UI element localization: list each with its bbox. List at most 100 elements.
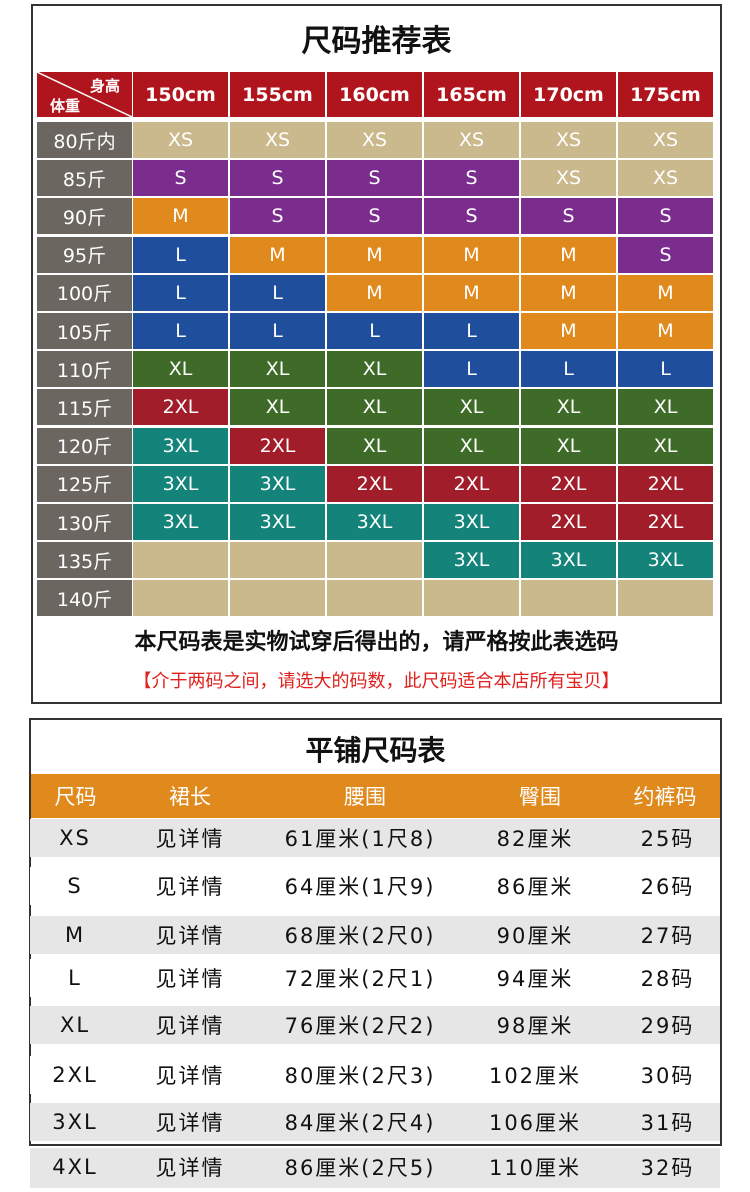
size-cell: XL xyxy=(424,389,519,426)
size-cell: XL xyxy=(424,427,519,464)
size-cell: 3XL xyxy=(133,465,228,502)
size-cell xyxy=(424,580,519,617)
flat-cell: 28码 xyxy=(640,967,695,991)
flat-cell: XS xyxy=(59,826,91,850)
size-cell: 2XL xyxy=(618,504,713,540)
weight-cell: 110斤 xyxy=(37,351,132,388)
size-cell: XS xyxy=(133,122,228,158)
weight-cell: 135斤 xyxy=(37,542,132,579)
flat-row-bg xyxy=(30,1148,720,1188)
size-cell: L xyxy=(133,236,228,273)
size-cell: L xyxy=(521,351,616,388)
flat-row-bg xyxy=(30,916,720,954)
size-cell: 2XL xyxy=(521,465,616,502)
size-cell xyxy=(327,580,422,617)
size-cell: S xyxy=(521,198,616,235)
weight-cell: 140斤 xyxy=(37,580,132,617)
size-cell: S xyxy=(327,198,422,235)
size-cell: M xyxy=(618,274,713,311)
size-cell: XL xyxy=(327,351,422,388)
flat-cell: 26码 xyxy=(640,875,695,899)
flat-row-bg xyxy=(30,819,720,857)
height-header: 160cm xyxy=(327,72,422,117)
size-cell: L xyxy=(230,313,325,349)
size-cell: L xyxy=(133,274,228,311)
flat-row-bg xyxy=(30,867,720,905)
flat-cell: 94厘米 xyxy=(496,967,574,991)
flat-row-bg xyxy=(30,1006,720,1044)
flat-cell: 30码 xyxy=(640,1064,695,1088)
flat-cell: 31码 xyxy=(640,1111,695,1135)
size-cell: M xyxy=(230,236,325,273)
flat-cell: 106厘米 xyxy=(488,1111,582,1135)
height-label: 身高 xyxy=(89,76,120,95)
flat-cell: 84厘米(2尺4) xyxy=(284,1111,436,1135)
size-cell: XS xyxy=(424,122,519,158)
weight-cell: 90斤 xyxy=(37,198,132,235)
flat-header: 裙长 xyxy=(120,774,260,818)
flat-cell: 82厘米 xyxy=(496,827,574,851)
weight-cell: 120斤 xyxy=(37,427,132,464)
weight-cell: 105斤 xyxy=(37,313,132,349)
size-cell xyxy=(521,580,616,617)
size-cell: 2XL xyxy=(230,427,325,464)
flat-cell: 见详情 xyxy=(155,924,225,948)
size-cell: 2XL xyxy=(424,465,519,502)
size-cell: M xyxy=(521,274,616,311)
size-cell: M xyxy=(424,274,519,311)
flat-cell: 90厘米 xyxy=(496,924,574,948)
size-cell: XL xyxy=(327,389,422,426)
size-cell xyxy=(133,580,228,617)
size-cell: 3XL xyxy=(424,542,519,579)
size-cell: XS xyxy=(327,122,422,158)
size-cell xyxy=(618,580,713,617)
size-cell: M xyxy=(521,236,616,273)
flat-header: 尺码 xyxy=(31,774,120,818)
size-cell: XL xyxy=(521,427,616,464)
size-cell: 2XL xyxy=(327,465,422,502)
flat-cell: 64厘米(1尺9) xyxy=(284,875,436,899)
size-cell: L xyxy=(133,313,228,349)
size-cell: 2XL xyxy=(618,465,713,502)
size-cell: XS xyxy=(618,160,713,197)
size-cell: L xyxy=(618,351,713,388)
weight-cell: 125斤 xyxy=(37,465,132,502)
flat-cell: XL xyxy=(59,1013,91,1037)
flat-cell: 86厘米(2尺5) xyxy=(284,1156,436,1180)
height-header: 165cm xyxy=(424,72,519,117)
weight-cell: 85斤 xyxy=(37,160,132,197)
size-cell: S xyxy=(424,160,519,197)
flat-cell: 32码 xyxy=(640,1156,695,1180)
size-cell xyxy=(230,542,325,579)
size-cell: M xyxy=(521,313,616,349)
flat-row-bg xyxy=(30,1056,720,1094)
flat-cell: 61厘米(1尺8) xyxy=(284,827,436,851)
size-cell: 3XL xyxy=(230,465,325,502)
flat-cell: 见详情 xyxy=(155,1156,225,1180)
size-cell xyxy=(133,542,228,579)
flat-cell: 见详情 xyxy=(155,827,225,851)
height-header: 175cm xyxy=(618,72,713,117)
size-cell: 3XL xyxy=(521,542,616,579)
size-cell: XL xyxy=(618,427,713,464)
size-cell: S xyxy=(230,160,325,197)
size-cell: XL xyxy=(327,427,422,464)
height-header: 150cm xyxy=(133,72,228,117)
flat-cell: 见详情 xyxy=(155,1111,225,1135)
size-cell: M xyxy=(133,198,228,235)
flat-cell: 见详情 xyxy=(155,1064,225,1088)
flat-cell: 86厘米 xyxy=(496,875,574,899)
size-cell: 3XL xyxy=(618,542,713,579)
flat-header: 约裤码 xyxy=(610,774,720,818)
weight-label: 体重 xyxy=(49,96,80,115)
size-cell: XS xyxy=(521,122,616,158)
flat-cell: 见详情 xyxy=(155,875,225,899)
warning: 【介于两码之间，请选大的码数，此尺码适合本店所有宝贝】 xyxy=(133,671,620,692)
flat-header: 臀围 xyxy=(470,774,610,818)
size-cell: M xyxy=(424,236,519,273)
size-cell: XL xyxy=(133,351,228,388)
size-cell: S xyxy=(618,198,713,235)
weight-cell: 95斤 xyxy=(37,236,132,273)
size-chart-title: 尺码推荐表 xyxy=(301,24,452,59)
